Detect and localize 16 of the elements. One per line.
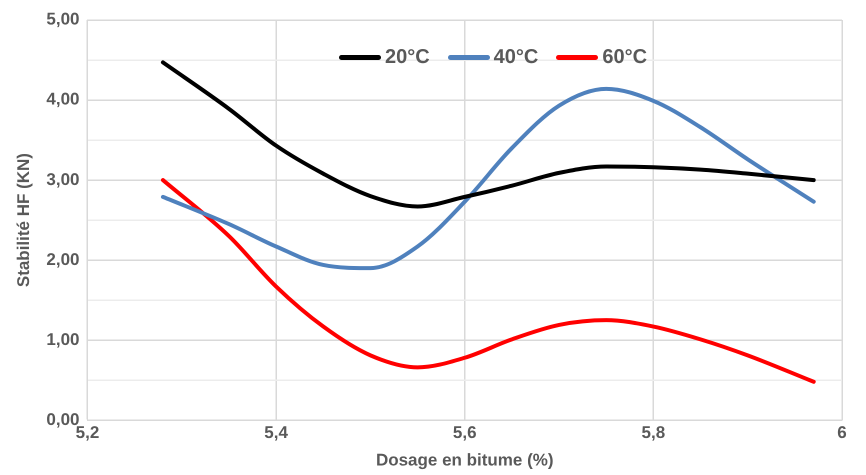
legend-label: 20°C (384, 46, 430, 69)
y-tick-label: 1,00 (46, 330, 80, 349)
x-axis-title: Dosage en bitume (%) (376, 450, 554, 470)
legend-label: 60°C (602, 46, 648, 69)
y-tick-label: 5,00 (46, 10, 80, 29)
y-tick-label: 2,00 (46, 250, 80, 269)
y-tick-label: 3,00 (46, 170, 80, 189)
line-series (160, 178, 816, 384)
x-tick-label: 6 (837, 423, 847, 442)
x-tick-label: 5,6 (452, 423, 477, 442)
legend-label: 40°C (494, 46, 538, 69)
line-series (160, 86, 816, 270)
y-axis-title: Stabilité HF (KN) (14, 153, 33, 288)
y-tick-label: 4,00 (46, 90, 80, 109)
x-tick-label: 5,4 (264, 423, 288, 442)
x-tick-label: 5,8 (642, 423, 666, 442)
